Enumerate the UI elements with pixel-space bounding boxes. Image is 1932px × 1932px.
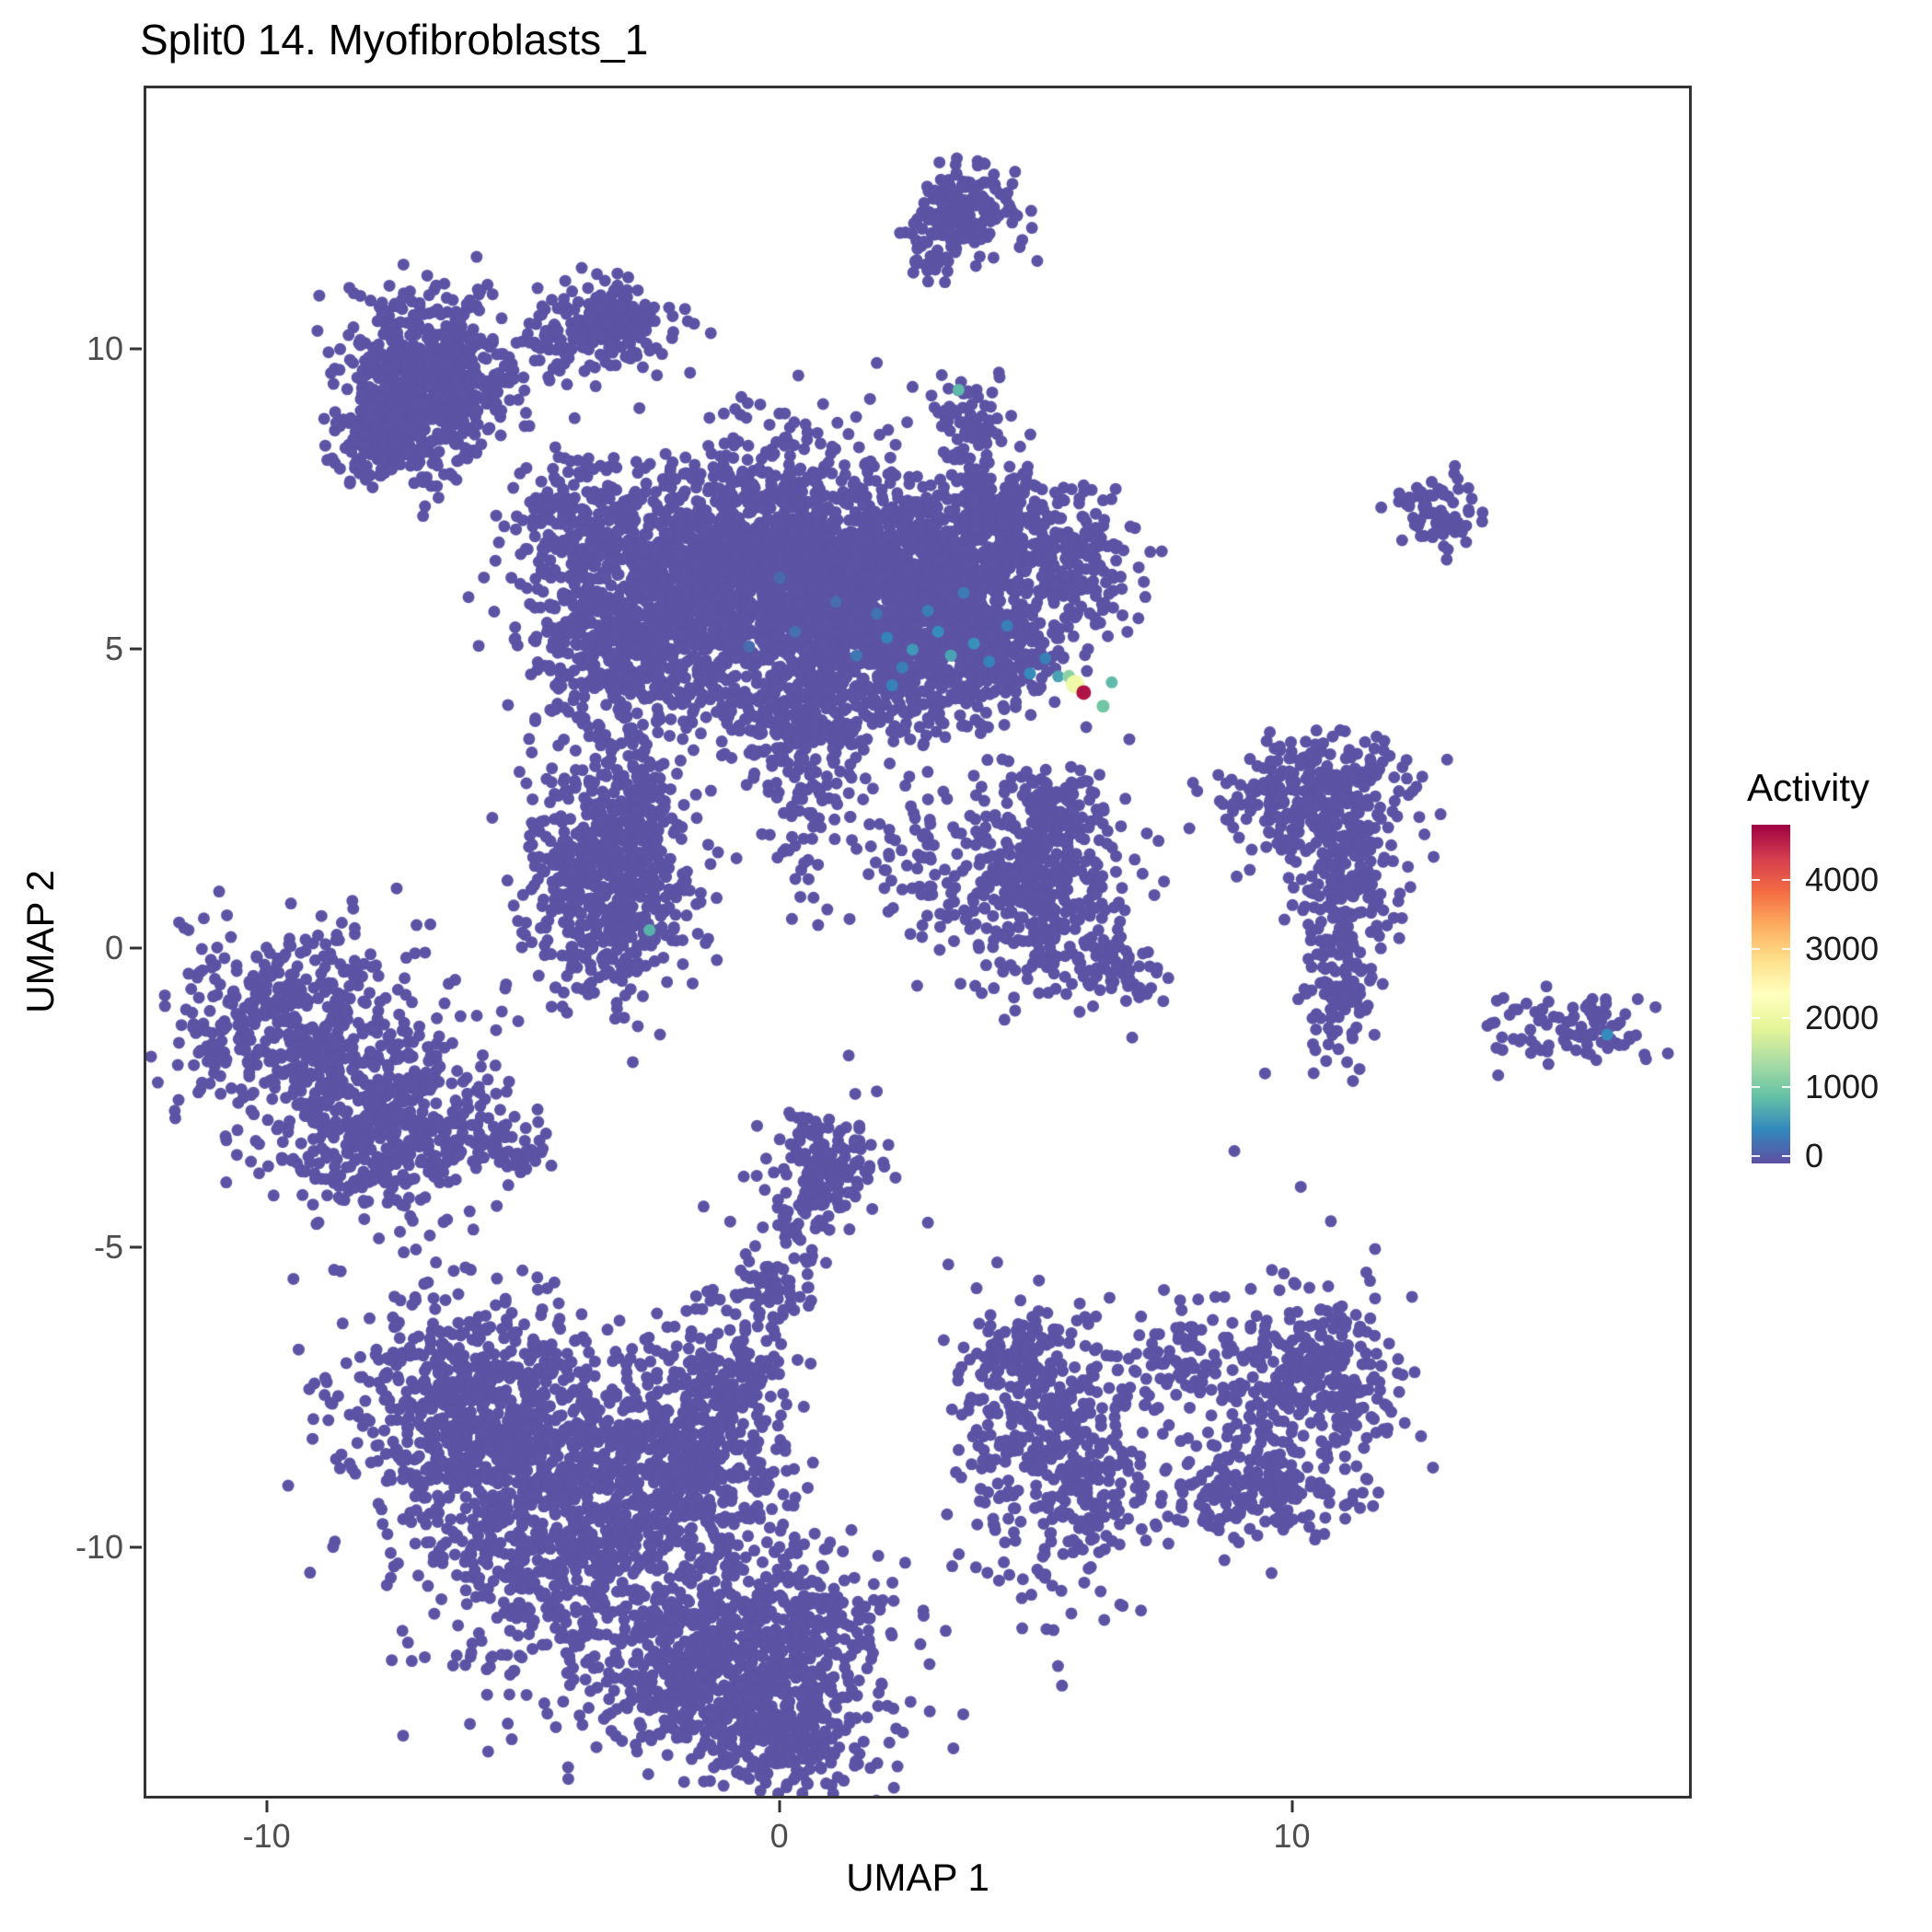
legend-tick-label: 0 xyxy=(1805,1137,1824,1175)
x-axis-tick xyxy=(778,1800,781,1812)
x-tick-label: -10 xyxy=(242,1817,291,1855)
x-axis-tick xyxy=(265,1800,269,1812)
activity-colorbar xyxy=(1752,825,1790,1163)
y-axis-tick xyxy=(130,946,142,950)
colorbar-tick xyxy=(1752,1017,1760,1020)
plot-title: Split0 14. Myofibroblasts_1 xyxy=(140,16,649,64)
plot-panel xyxy=(144,86,1692,1799)
y-axis-tick xyxy=(130,647,142,651)
legend-tick-label: 4000 xyxy=(1805,861,1880,899)
x-axis-tick xyxy=(1290,1800,1294,1812)
colorbar-tick xyxy=(1782,1155,1790,1158)
y-axis-tick xyxy=(130,347,142,351)
colorbar-tick xyxy=(1782,948,1790,951)
colorbar-tick xyxy=(1752,1155,1760,1158)
legend-title: Activity xyxy=(1747,766,1870,809)
y-tick-label: 10 xyxy=(86,330,123,368)
y-axis-tick xyxy=(130,1545,142,1549)
colorbar-tick xyxy=(1782,1017,1790,1020)
y-tick-label: 0 xyxy=(104,929,123,966)
x-tick-label: 0 xyxy=(769,1817,789,1855)
x-axis-label: UMAP 1 xyxy=(846,1856,989,1899)
colorbar-tick xyxy=(1752,948,1760,951)
scatter-canvas xyxy=(146,88,1689,1796)
y-tick-label: 5 xyxy=(104,629,123,667)
colorbar-tick xyxy=(1752,1086,1760,1089)
y-axis-tick xyxy=(130,1245,142,1249)
x-tick-label: 10 xyxy=(1273,1817,1311,1855)
colorbar-tick xyxy=(1782,1086,1790,1089)
y-tick-label: -5 xyxy=(93,1228,123,1267)
legend-tick-label: 2000 xyxy=(1805,999,1880,1037)
colorbar-tick xyxy=(1782,879,1790,882)
y-tick-label: -10 xyxy=(75,1527,123,1566)
colorbar-tick xyxy=(1752,879,1760,882)
legend-tick-label: 1000 xyxy=(1805,1068,1880,1106)
legend-tick-label: 3000 xyxy=(1805,930,1880,968)
